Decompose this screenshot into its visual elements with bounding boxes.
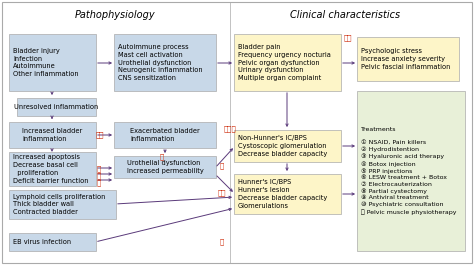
Text: Hunner's IC/BPS
Hunner's lesion
Decrease bladder capacity
Glomerulations: Hunner's IC/BPS Hunner's lesion Decrease…: [238, 179, 327, 209]
Text: ④: ④: [97, 164, 101, 172]
FancyBboxPatch shape: [17, 98, 96, 116]
Text: ⑦⑧: ⑦⑧: [218, 188, 226, 196]
Text: ③: ③: [160, 152, 164, 160]
FancyBboxPatch shape: [9, 190, 116, 219]
FancyBboxPatch shape: [234, 34, 341, 91]
FancyBboxPatch shape: [114, 156, 216, 178]
Text: Treatments

① NSAID, Pain killers
② Hydrodistention
③ Hyaluronic acid therapy
④ : Treatments ① NSAID, Pain killers ② Hydro…: [361, 127, 456, 215]
Text: EB virus infection: EB virus infection: [13, 239, 71, 245]
Text: ⑩⑪: ⑩⑪: [344, 33, 352, 41]
FancyBboxPatch shape: [9, 34, 96, 91]
FancyBboxPatch shape: [357, 91, 465, 251]
Text: Bladder injury
Infection
Autoimmune
Other inflammation: Bladder injury Infection Autoimmune Othe…: [13, 48, 79, 77]
Text: Pathophysiology: Pathophysiology: [75, 10, 155, 20]
FancyBboxPatch shape: [9, 233, 96, 251]
Text: Increased bladder
inflammation: Increased bladder inflammation: [22, 128, 82, 142]
Text: Clinical characteristics: Clinical characteristics: [290, 10, 400, 20]
Text: ⑨: ⑨: [220, 237, 224, 245]
FancyBboxPatch shape: [114, 122, 216, 148]
Text: ⑥: ⑥: [97, 178, 101, 186]
Text: Exacerbated bladder
inflammation: Exacerbated bladder inflammation: [130, 128, 200, 142]
Text: Lymphoid cells proliferation
Thick bladder wall
Contracted bladder: Lymphoid cells proliferation Thick bladd…: [13, 194, 105, 215]
Text: ①②: ①②: [96, 130, 104, 138]
Text: Increased apoptosis
Decrease basal cell
  proliferation
Deficit barrier function: Increased apoptosis Decrease basal cell …: [13, 154, 89, 184]
FancyBboxPatch shape: [114, 34, 216, 91]
Text: Psychologic stress
Increase anxiety severity
Pelvic fascial inflammation: Psychologic stress Increase anxiety seve…: [361, 48, 450, 70]
FancyBboxPatch shape: [357, 37, 459, 81]
Text: ①②③: ①②③: [224, 124, 237, 132]
Text: ③: ③: [220, 161, 224, 169]
FancyBboxPatch shape: [9, 122, 96, 148]
FancyBboxPatch shape: [234, 174, 341, 214]
Text: Bladder pain
Frequency urgency nocturia
Pelvic organ dysfunction
Urinary dysfunc: Bladder pain Frequency urgency nocturia …: [238, 44, 331, 81]
Text: Non-Hunner's IC/BPS
Cystoscopic glomerulation
Decrease bladder capacity: Non-Hunner's IC/BPS Cystoscopic glomerul…: [238, 135, 327, 157]
FancyBboxPatch shape: [234, 130, 341, 162]
Text: ⑤: ⑤: [97, 171, 101, 179]
Text: Unresolved inflammation: Unresolved inflammation: [14, 104, 99, 110]
Text: Urothelial dysfunction
Increased permeability: Urothelial dysfunction Increased permeab…: [127, 160, 203, 174]
Text: Autoimmune process
Mast cell activation
Urothelial dysfunction
Neurogenic inflam: Autoimmune process Mast cell activation …: [118, 44, 202, 81]
FancyBboxPatch shape: [9, 152, 96, 186]
